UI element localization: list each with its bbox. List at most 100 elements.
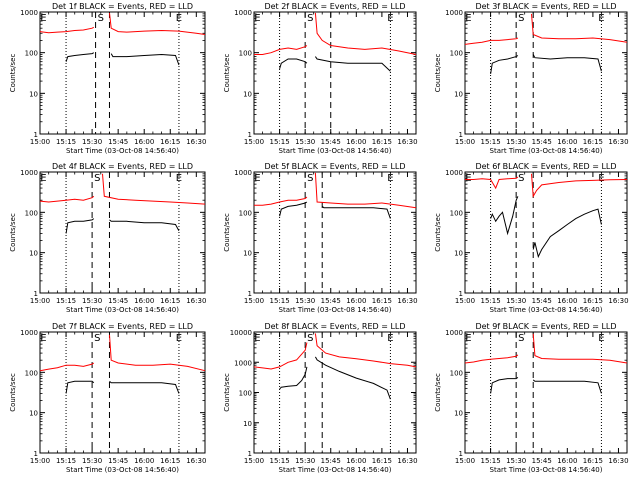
x-tick-label: 15:45 [108, 457, 128, 465]
x-tick-label: 15:15 [56, 138, 76, 146]
chart-panel-1: Det 1f BLACK = Events, RED = LLD 1 10 100 10… [9, 2, 206, 155]
chart-panel-5: Det 5f BLACK = Events, RED = LLD 1 10 100 10… [223, 162, 418, 314]
x-axis-label: Start Time (03-Oct-08 14:56:40) [66, 147, 179, 155]
plot-frame [464, 331, 628, 454]
y-tick-label: 1 [34, 290, 38, 298]
series-line-events [490, 376, 519, 394]
x-tick-label: 15:45 [321, 297, 341, 305]
chart-panel-9: Det 9f BLACK = Events, RED = LLD 1 10 100 10… [434, 322, 629, 474]
series-line-lld [532, 333, 628, 364]
y-tick-label: 1000 [234, 359, 252, 367]
y-axis-label: Counts/sec [9, 373, 17, 412]
x-tick-label: 15:15 [480, 457, 500, 465]
series-line-events [490, 55, 519, 74]
x-tick-label: 15:30 [506, 457, 526, 465]
x-tick-label: 16:15 [160, 297, 180, 305]
series-line-lld [254, 45, 308, 55]
x-tick-label: 16:00 [346, 138, 366, 146]
plot-frame [464, 171, 628, 294]
marker-s: S [518, 173, 524, 184]
x-axis-label: Start Time (03-Oct-08 14:56:40) [490, 306, 603, 314]
series-line-events [532, 379, 602, 394]
x-tick-label: 16:15 [372, 457, 392, 465]
chart-title: Det 7f BLACK = Events, RED = LLD [52, 322, 193, 331]
plot-frame [253, 331, 417, 454]
marker-e-left: E [465, 173, 471, 184]
x-tick-label: 15:30 [295, 457, 315, 465]
y-tick-label: 1 [248, 290, 252, 298]
x-tick-label: 15:45 [321, 457, 341, 465]
y-tick-label: 1000 [445, 329, 463, 337]
x-tick-label: 16:30 [397, 457, 417, 465]
marker-e-left: E [254, 13, 260, 24]
y-tick-label: 100 [25, 50, 38, 58]
marker-e-right: E [598, 333, 604, 344]
x-tick-label: 15:00 [455, 297, 475, 305]
series-line-lld [314, 333, 417, 368]
x-tick-label: 16:15 [583, 138, 603, 146]
x-tick-label: 16:30 [186, 138, 206, 146]
x-tick-label: 15:15 [269, 457, 289, 465]
series-line-lld [109, 12, 206, 35]
y-tick-label: 1000 [20, 329, 38, 337]
series-line-lld [39, 26, 95, 34]
x-axis-label: Start Time (03-Oct-08 14:56:40) [279, 147, 392, 155]
y-tick-label: 100 [25, 369, 38, 377]
series-line-events [321, 206, 391, 219]
x-axis-label: Start Time (03-Oct-08 14:56:40) [490, 147, 603, 155]
marker-e-right: E [387, 173, 393, 184]
x-tick-label: 15:00 [244, 297, 264, 305]
series-line-lld [464, 354, 519, 364]
series-line-events [532, 54, 602, 72]
x-axis-label: Start Time (03-Oct-08 14:56:40) [66, 466, 179, 474]
series-line-lld [531, 173, 628, 198]
x-tick-label: 16:15 [583, 457, 603, 465]
y-tick-label: 1 [34, 450, 38, 458]
series-line-lld [254, 196, 308, 206]
marker-s: S [518, 333, 524, 344]
series-line-events [490, 196, 519, 236]
y-axis-label: Counts/sec [223, 213, 231, 252]
plot-frame [464, 11, 628, 135]
series-line-events [314, 56, 391, 72]
x-axis-label: Start Time (03-Oct-08 14:56:40) [279, 306, 392, 314]
y-tick-label: 10 [29, 410, 38, 418]
y-tick-label: 1 [459, 131, 463, 139]
x-tick-label: 15:30 [295, 138, 315, 146]
series-line-lld [531, 13, 628, 43]
y-tick-label: 1 [459, 290, 463, 298]
chart-title: Det 5f BLACK = Events, RED = LLD [264, 162, 405, 171]
series-line-lld [314, 172, 417, 209]
y-tick-label: 100 [239, 50, 252, 58]
x-tick-label: 15:15 [56, 297, 76, 305]
marker-e-left: E [254, 173, 260, 184]
y-tick-label: 10 [454, 410, 463, 418]
y-tick-label: 1 [34, 131, 38, 139]
y-tick-label: 10000 [230, 329, 252, 337]
marker-e-right: E [598, 173, 604, 184]
y-tick-label: 1 [459, 450, 463, 458]
chart-title: Det 1f BLACK = Events, RED = LLD [52, 2, 193, 11]
marker-s: S [307, 333, 313, 344]
x-tick-label: 15:00 [244, 457, 264, 465]
x-tick-label: 16:30 [608, 457, 628, 465]
marker-e-right: E [387, 13, 393, 24]
y-tick-label: 10 [454, 90, 463, 98]
marker-e-right: E [176, 333, 182, 344]
marker-e-left: E [465, 13, 471, 24]
x-tick-label: 16:00 [346, 457, 366, 465]
y-axis-label: Counts/sec [9, 213, 17, 252]
x-tick-label: 15:45 [532, 297, 552, 305]
chart-title: Det 8f BLACK = Events, RED = LLD [264, 322, 405, 331]
marker-e-right: E [387, 333, 393, 344]
chart-panel-4: Det 4f BLACK = Events, RED = LLD 1 10 100 10… [9, 162, 206, 314]
x-tick-label: 16:00 [134, 138, 154, 146]
chart-title: Det 9f BLACK = Events, RED = LLD [475, 322, 616, 331]
y-tick-label: 1000 [234, 169, 252, 177]
x-tick-label: 16:30 [608, 138, 628, 146]
y-tick-label: 10 [454, 250, 463, 258]
marker-s: S [94, 173, 100, 184]
x-tick-label: 15:45 [321, 138, 341, 146]
y-axis-label: Counts/sec [434, 373, 442, 412]
y-axis-label: Counts/sec [223, 373, 231, 412]
